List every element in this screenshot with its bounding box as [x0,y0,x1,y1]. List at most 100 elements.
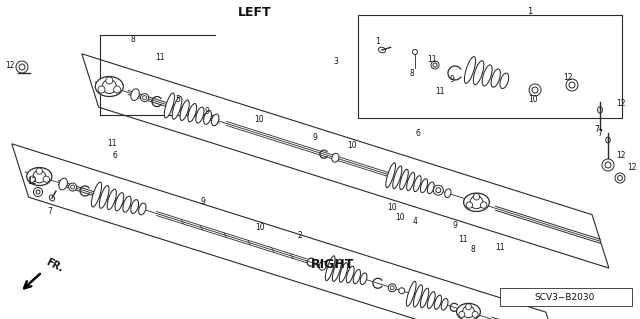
Text: 4: 4 [413,218,417,226]
Text: FR.: FR. [45,256,65,273]
Text: 9: 9 [205,108,209,116]
Circle shape [33,188,42,197]
Text: 9: 9 [200,197,205,206]
Circle shape [618,175,623,181]
Ellipse shape [332,259,341,281]
Ellipse shape [465,56,476,83]
Ellipse shape [605,137,611,143]
Text: 10: 10 [255,222,265,232]
Text: 7: 7 [595,125,600,135]
Circle shape [98,86,105,93]
Text: 11: 11 [458,235,468,244]
Text: 8: 8 [131,35,136,44]
Circle shape [436,188,441,193]
Text: 11: 11 [428,56,436,64]
Circle shape [473,194,480,200]
Circle shape [431,61,439,69]
Text: 8: 8 [470,246,476,255]
Ellipse shape [339,263,348,282]
Circle shape [29,176,35,182]
Text: 12: 12 [627,164,637,173]
Circle shape [605,162,611,168]
Ellipse shape [360,273,367,285]
Text: 10: 10 [528,95,538,105]
Ellipse shape [406,281,416,306]
Ellipse shape [59,178,67,190]
Text: SCV3−B2030: SCV3−B2030 [535,293,595,301]
Text: 12: 12 [616,99,626,108]
Ellipse shape [420,179,428,193]
Circle shape [390,286,394,290]
Text: 12: 12 [616,151,626,160]
Ellipse shape [500,73,509,89]
Text: 1: 1 [527,8,532,17]
Circle shape [143,96,147,100]
Text: 11: 11 [108,138,116,147]
Ellipse shape [428,182,434,194]
Circle shape [602,159,614,171]
Circle shape [141,94,148,102]
Ellipse shape [393,166,402,189]
Ellipse shape [428,292,435,308]
Text: 9: 9 [452,220,458,229]
Ellipse shape [463,306,474,318]
Ellipse shape [131,200,139,213]
Circle shape [472,311,478,317]
Ellipse shape [131,89,140,100]
Ellipse shape [463,193,490,211]
Circle shape [433,63,437,67]
Text: 10: 10 [395,213,405,222]
Circle shape [459,311,465,317]
Ellipse shape [204,111,211,124]
Ellipse shape [386,163,396,188]
Ellipse shape [49,195,54,201]
Ellipse shape [102,79,116,93]
Text: 12: 12 [28,177,36,187]
Polygon shape [82,54,609,268]
Ellipse shape [172,97,182,119]
Ellipse shape [353,270,360,284]
Ellipse shape [325,256,335,281]
Circle shape [16,61,28,73]
Ellipse shape [378,47,385,53]
Circle shape [566,79,578,91]
Circle shape [465,304,472,310]
Circle shape [36,168,42,174]
Text: 11: 11 [156,53,164,62]
Circle shape [70,185,75,189]
Ellipse shape [33,170,45,183]
Ellipse shape [211,114,219,126]
Ellipse shape [115,193,124,211]
Ellipse shape [435,295,442,309]
Ellipse shape [474,61,484,85]
Ellipse shape [483,65,492,86]
Ellipse shape [456,303,481,319]
Ellipse shape [139,203,146,215]
Ellipse shape [196,107,204,123]
Ellipse shape [413,176,421,192]
Bar [500,288,632,306]
Ellipse shape [441,299,448,310]
Text: 6: 6 [415,129,420,137]
Text: 12: 12 [5,61,15,70]
Ellipse shape [346,266,354,283]
Text: 1: 1 [375,38,380,47]
Circle shape [615,173,625,183]
Text: 7: 7 [47,207,52,217]
Ellipse shape [123,196,131,212]
Ellipse shape [491,69,500,87]
Text: 2: 2 [298,231,302,240]
Text: 3: 3 [333,57,339,66]
Ellipse shape [420,288,429,308]
Text: 9: 9 [312,132,317,142]
Text: 10: 10 [347,140,357,150]
Circle shape [68,183,77,191]
Circle shape [413,49,417,55]
Polygon shape [12,144,563,319]
Circle shape [481,202,487,208]
Text: RIGHT: RIGHT [311,258,355,271]
Ellipse shape [164,93,175,118]
Ellipse shape [319,261,326,270]
Circle shape [399,288,404,294]
Text: 10: 10 [387,203,397,211]
